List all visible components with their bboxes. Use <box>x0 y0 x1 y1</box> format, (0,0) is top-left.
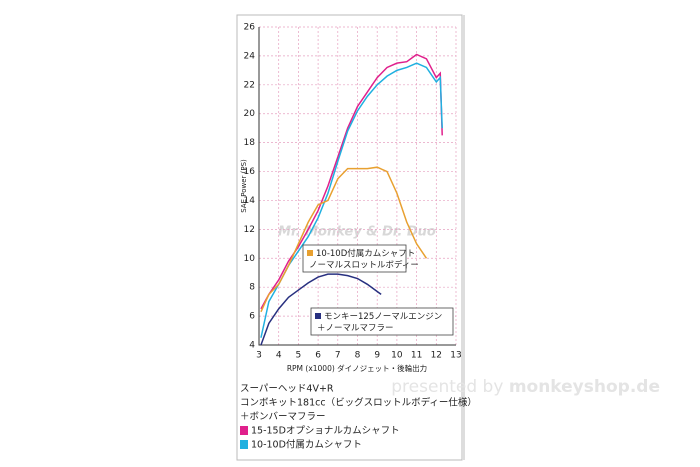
y-tick-label: 14 <box>244 196 256 206</box>
y-tick-label: 20 <box>244 109 256 119</box>
legend-swatch <box>240 426 248 435</box>
series-line <box>260 273 382 346</box>
legend-label: 15-15Dオプショナルカムシャフト <box>251 426 400 437</box>
watermark: Mr. Monkey & Dr. Duo <box>278 225 436 240</box>
x-tick-label: 11 <box>411 351 422 361</box>
y-tick-label: 18 <box>244 138 256 148</box>
legend-label: 10-10D付属カムシャフト <box>251 440 362 451</box>
footer: presented by monkeyshop.de <box>391 377 660 397</box>
annotation-box <box>302 244 407 273</box>
y-tick-label: 12 <box>244 225 255 235</box>
y-tick-label: 4 <box>249 341 255 351</box>
y-tick-label: 16 <box>244 167 256 177</box>
legend-swatch <box>307 250 313 256</box>
x-tick-label: 13 <box>450 351 461 361</box>
x-tick-label: 8 <box>355 351 361 361</box>
legend-swatch <box>240 440 248 449</box>
panel-shadow <box>462 15 465 460</box>
axis <box>258 27 456 346</box>
x-tick-label: 5 <box>296 351 302 361</box>
x-tick-label: 10 <box>391 351 403 361</box>
y-tick-label: 8 <box>249 283 255 293</box>
legend-title: コンボキット181cc（ビッグスロットルボディー仕様） <box>240 397 477 409</box>
legend-label: モンキー125ノーマルエンジン <box>324 312 442 322</box>
y-tick-label: 6 <box>249 312 255 322</box>
x-tick-label: 7 <box>335 351 341 361</box>
x-tick-label: 3 <box>256 351 262 361</box>
series-line <box>260 53 443 310</box>
legend-swatch <box>315 313 321 319</box>
panel <box>236 14 463 461</box>
y-axis-label: SAE Power (PS) <box>240 159 248 213</box>
series-line <box>260 62 443 338</box>
legend-title: スーパーヘッド4V+R <box>240 384 334 395</box>
legend-sublabel: ＋ノーマルマフラー <box>317 324 394 334</box>
legend-label: 10-10D付属カムシャフト <box>316 248 415 259</box>
x-axis-label: RPM (x1000) ダイノジェット・後輪出力 <box>287 363 427 373</box>
y-tick-label: 24 <box>244 51 256 61</box>
series-line <box>260 166 428 313</box>
y-tick-label: 10 <box>244 254 256 264</box>
x-tick-label: 4 <box>276 351 282 361</box>
legend-title: ＋ボンバーマフラー <box>240 412 326 423</box>
x-tick-label: 9 <box>374 351 380 361</box>
annotation-box <box>310 307 454 336</box>
footer-prefix: presented by <box>391 377 503 397</box>
x-tick-label: 6 <box>315 351 321 361</box>
footer-brand: monkeyshop.de <box>509 377 660 397</box>
y-tick-label: 26 <box>244 23 256 33</box>
y-tick-label: 22 <box>244 80 255 90</box>
legend-sublabel: ノーマルスロットルボディー <box>309 260 419 271</box>
x-tick-label: 12 <box>431 351 442 361</box>
